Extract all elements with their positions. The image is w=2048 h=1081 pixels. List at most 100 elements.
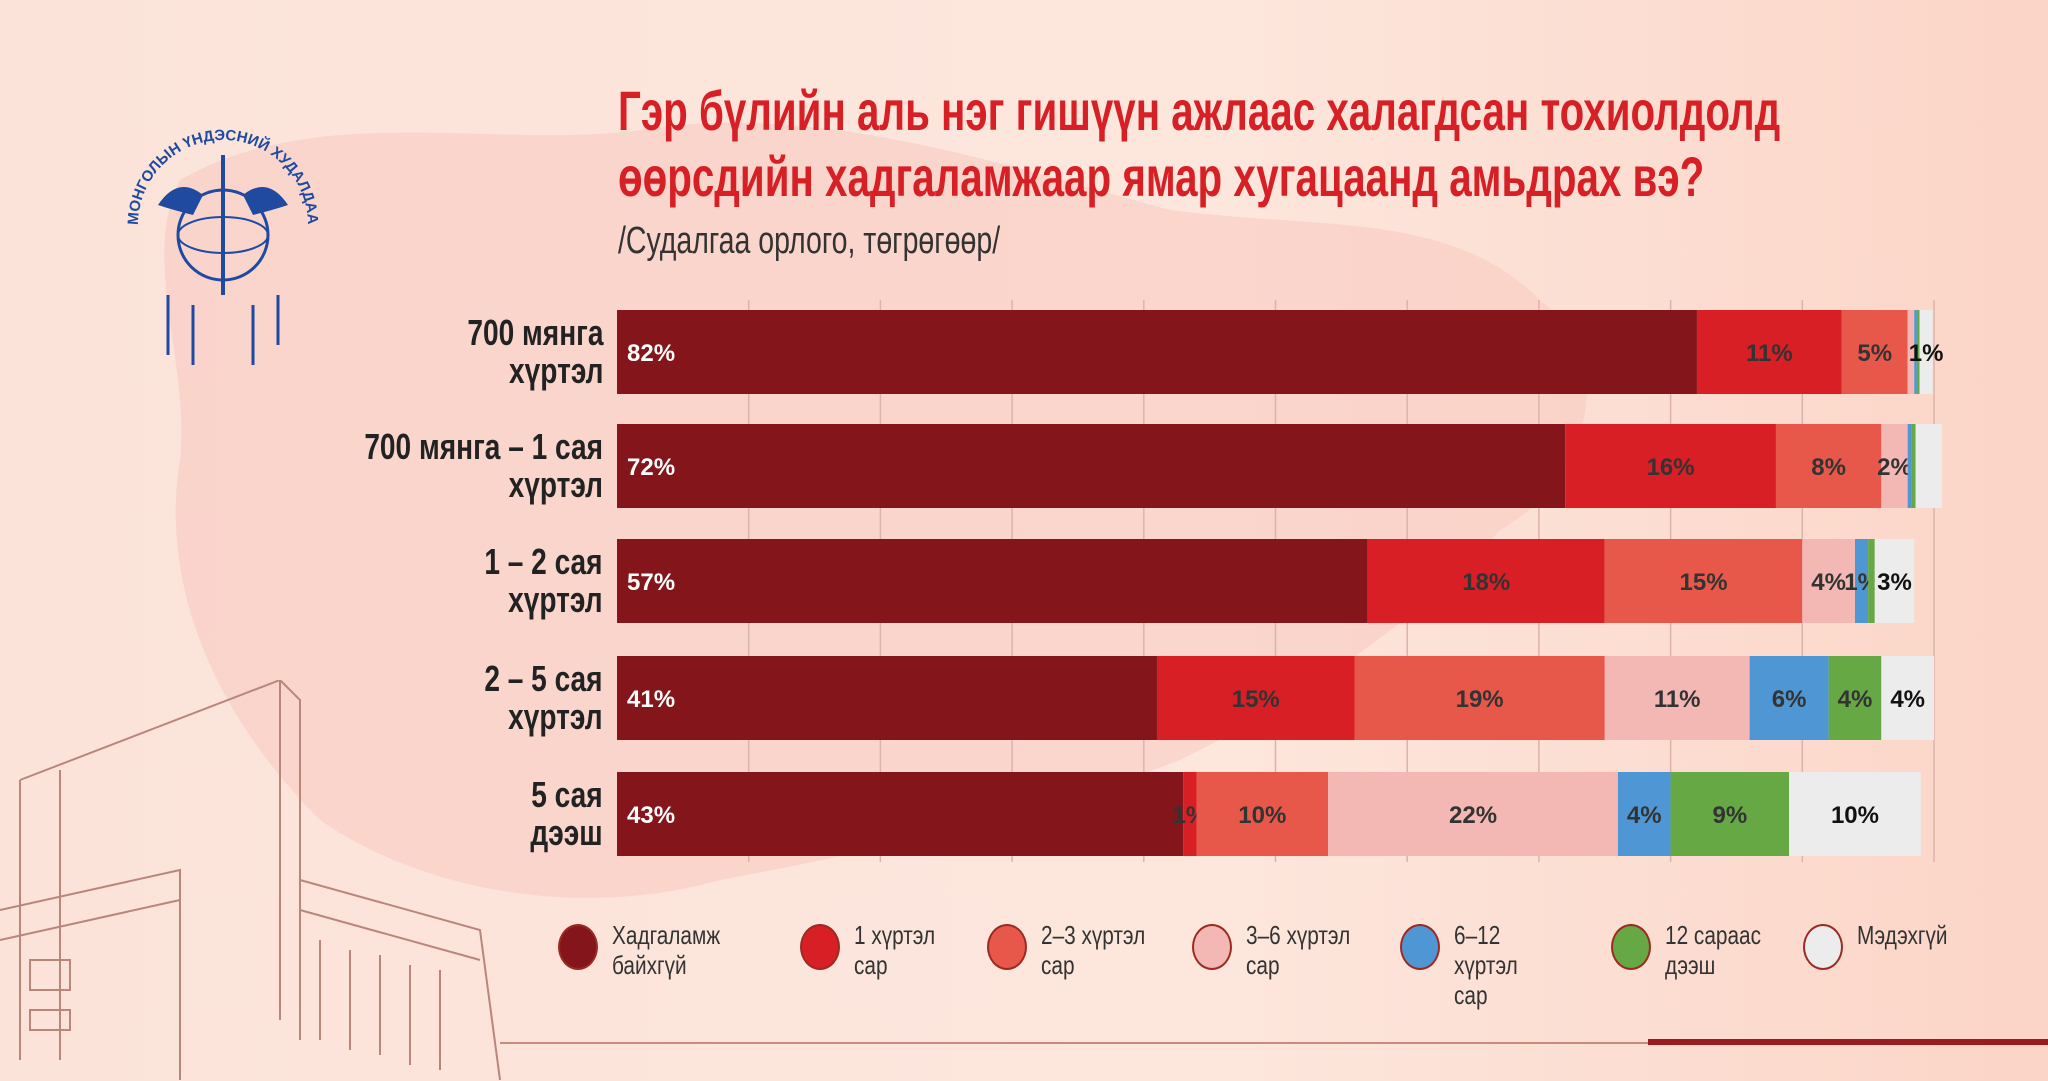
bar-value-label: 15% <box>1680 569 1728 596</box>
bar-value-label: 19% <box>1456 686 1504 713</box>
bar-value-label: 16% <box>1647 454 1695 481</box>
bar-segment <box>617 424 1566 508</box>
bar-value-label: 10% <box>1831 802 1879 829</box>
row-label: 2 – 5 сая хүртэл <box>485 660 603 736</box>
bar-segment <box>1854 539 1869 623</box>
row-label-line1: 700 мянга – 1 сая <box>364 426 603 467</box>
chart-subtitle: /Судалгаа орлого, төгрөгөөр/ <box>618 220 1001 262</box>
legend-label: 12 сараас дээш <box>1665 920 1761 980</box>
bar-segment <box>1789 772 1921 856</box>
legend-label: Мэдэхгүй <box>1857 920 1948 950</box>
bar-segment <box>1828 656 1882 740</box>
bar-value-label: 11% <box>1654 686 1701 713</box>
bar-value-label: 9% <box>1713 802 1748 829</box>
bar-segment <box>1907 424 1912 508</box>
row-label-line1: 2 – 5 сая <box>484 658 603 699</box>
footer-accent <box>1648 1039 2048 1045</box>
bar-value-label: 5% <box>1857 340 1892 367</box>
bar-segment <box>1802 539 1855 623</box>
bar-segment <box>1617 772 1671 856</box>
legend-item: 3–6 хүртэл сар <box>1192 920 1386 980</box>
bar-value-label: 22% <box>1449 802 1497 829</box>
row-label-line2: хүртэл <box>508 579 603 620</box>
bar-segment <box>1911 424 1916 508</box>
bar-segment <box>1196 772 1329 856</box>
bar-value-label: 43% <box>627 802 675 829</box>
legend-label: 3–6 хүртэл сар <box>1246 920 1351 980</box>
bar-value-label: 4% <box>1890 686 1925 713</box>
bar-segment <box>1874 539 1915 623</box>
row-label-line1: 5 сая <box>531 774 603 815</box>
bar-segment <box>1183 772 1197 856</box>
title-line-1: Гэр бүлийн аль нэг гишүүн ажлаас халагдс… <box>618 79 1781 142</box>
chart-title: Гэр бүлийн аль нэг гишүүн ажлаас халагдс… <box>618 78 1780 210</box>
bar-segment <box>1868 539 1875 623</box>
chamber-logo: МОНГОЛЫН ҮНДЭСНИЙ ХУДАЛДАА АЖ ҮЙЛДВЭРИЙН… <box>118 95 321 365</box>
legend-swatch <box>987 924 1027 970</box>
legend-swatch <box>558 924 598 970</box>
footer-divider <box>500 1042 2048 1044</box>
bar-value-label: 2% <box>1877 454 1912 481</box>
legend-swatch <box>1803 924 1843 970</box>
legend-item: 2–3 хүртэл сар <box>987 920 1181 980</box>
row-label-line2: дээш <box>530 812 603 853</box>
bar-segment <box>1749 656 1829 740</box>
legend-item: Мэдэхгүй <box>1803 920 1997 970</box>
bar-value-label: 18% <box>1462 569 1510 596</box>
bar-segment <box>1919 310 1933 394</box>
bar-segment <box>1670 772 1790 856</box>
row-label: 5 сая дээш <box>531 776 603 852</box>
bar-segment <box>1156 656 1355 740</box>
legend-item: 1 хүртэл сар <box>800 920 994 980</box>
building-sketch <box>0 680 501 1081</box>
bar-segment <box>1914 310 1917 394</box>
bar-value-label: 1% <box>1909 340 1944 367</box>
legend-label: 6–12 хүртэл сар <box>1454 920 1518 1010</box>
bar-segment <box>1775 424 1882 508</box>
legend-swatch <box>800 924 840 970</box>
row-label: 700 мянга хүртэл <box>467 314 603 390</box>
bar-segment <box>1841 310 1908 394</box>
row-label-line2: хүртэл <box>508 350 603 391</box>
legend-item: Хадгаламж байхгүй <box>558 920 752 980</box>
row-label-line2: хүртэл <box>508 696 603 737</box>
bar-value-label: 82% <box>627 340 675 367</box>
row-label-line1: 700 мянга <box>466 312 603 353</box>
bar-value-label: 3% <box>1877 569 1912 596</box>
legend-label: 2–3 хүртэл сар <box>1041 920 1146 980</box>
bar-segment <box>1604 539 1803 623</box>
bar-segment <box>1696 310 1842 394</box>
bar-value-label: 10% <box>1238 802 1286 829</box>
bar-value-label: 15% <box>1232 686 1280 713</box>
bar-value-label: 4% <box>1811 569 1846 596</box>
legend-item: 6–12 хүртэл сар <box>1400 920 1594 1010</box>
legend-label: 1 хүртэл сар <box>854 920 936 980</box>
bar-segment <box>617 656 1157 740</box>
legend-swatch <box>1192 924 1232 970</box>
bar-segment <box>1907 310 1915 394</box>
legend-swatch <box>1400 924 1440 970</box>
row-label: 1 – 2 сая хүртэл <box>485 543 603 619</box>
title-line-2: өөрсдийн хадгаламжаар ямар хугацаанд амь… <box>618 145 1705 208</box>
bar-value-label: 72% <box>627 454 675 481</box>
bar-segment <box>1565 424 1776 508</box>
legend-label: Хадгаламж байхгүй <box>612 920 721 980</box>
bar-segment <box>1604 656 1750 740</box>
bar-segment <box>1915 424 1942 508</box>
bar-segment <box>617 310 1697 394</box>
bar-value-label: 4% <box>1627 802 1662 829</box>
bar-value-label: 6% <box>1772 686 1807 713</box>
bar-value-label: 11% <box>1746 340 1793 367</box>
bar-value-label: 4% <box>1838 686 1873 713</box>
bar-segment <box>1916 310 1920 394</box>
bar-segment <box>1328 772 1618 856</box>
legend-item: 12 сараас дээш <box>1611 920 1805 980</box>
row-label-line1: 1 – 2 сая <box>484 541 603 582</box>
bar-segment <box>1354 656 1605 740</box>
bar-value-label: 57% <box>627 569 675 596</box>
bar-segment <box>1367 539 1605 623</box>
legend-swatch <box>1611 924 1651 970</box>
row-label: 700 мянга – 1 сая хүртэл <box>364 428 603 504</box>
bar-segment <box>617 539 1368 623</box>
